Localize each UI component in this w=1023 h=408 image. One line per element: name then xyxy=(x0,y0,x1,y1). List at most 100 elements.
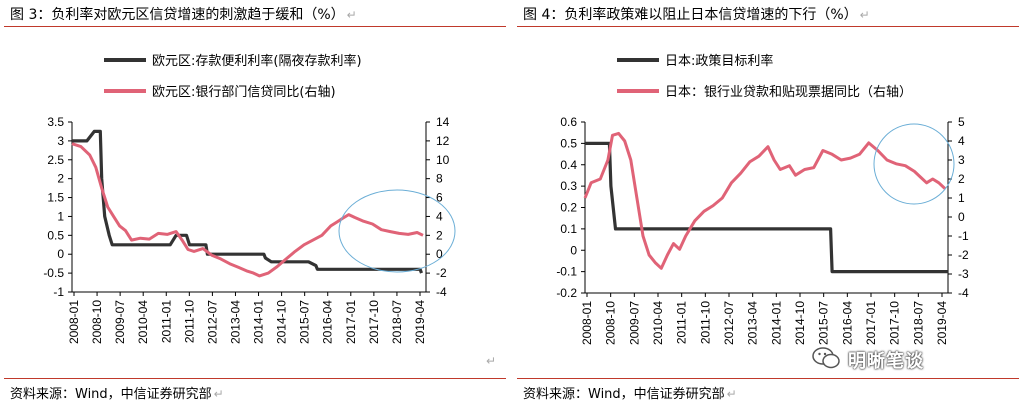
x-tick-label: 2008-01 xyxy=(580,301,594,345)
x-tick-label: 2017-10 xyxy=(367,300,381,344)
right-tick-label: 0 xyxy=(958,210,965,224)
source-rule xyxy=(517,378,1019,379)
right-tick-label: 10 xyxy=(436,153,450,167)
right-tick-label: 3 xyxy=(958,153,965,167)
legend-item-policy-rate: 日本:政策目标利率 xyxy=(617,50,773,69)
chart-panel-japan: 图 4：负利率政策难以阻止日本信贷增速的下行（%） ↵ 日本:政策目标利率 日本：… xyxy=(513,0,1023,408)
legend-label: 欧元区:存款便利利率(隔夜存款利率) xyxy=(152,54,362,69)
left-tick-label: 0.1 xyxy=(560,222,577,236)
right-tick-label: 8 xyxy=(436,172,443,186)
legend-item-deposit-rate: 欧元区:存款便利利率(隔夜存款利率) xyxy=(104,50,362,69)
watermark-text: 明晰笔谈 xyxy=(848,351,924,372)
x-tick-label: 2015-07 xyxy=(817,301,831,345)
x-tick-label: 2011-10 xyxy=(182,300,196,343)
left-tick-label: 0.3 xyxy=(560,179,577,193)
x-tick-label: 2013-04 xyxy=(746,301,760,345)
right-tick-label: -1 xyxy=(958,229,969,243)
chart-title: 图 4：负利率政策难以阻止日本信贷增速的下行（%） ↵ xyxy=(523,7,870,23)
x-tick-label: 2013-04 xyxy=(228,300,242,344)
source-rule xyxy=(4,378,506,379)
series-line-rate xyxy=(585,141,948,274)
x-tick-label: 2009-07 xyxy=(113,300,127,344)
x-tick-label: 2018-07 xyxy=(390,300,404,344)
left-tick-label: 0 xyxy=(57,247,64,261)
left-tick-label: 2.5 xyxy=(47,153,64,167)
legend-swatch xyxy=(617,57,659,62)
right-tick-label: 4 xyxy=(958,134,965,148)
x-tick-label: 2017-01 xyxy=(344,300,358,344)
series-line-credit xyxy=(583,131,946,270)
title-rule xyxy=(4,26,506,27)
x-tick-label: 2014-01 xyxy=(252,300,266,344)
right-tick-label: 6 xyxy=(436,191,443,205)
legend-label: 欧元区:银行部门信贷同比(右轴) xyxy=(152,85,336,100)
x-tick-label: 2016-04 xyxy=(321,300,335,344)
x-tick-label: 2010-04 xyxy=(136,300,150,344)
x-tick-label: 2018-07 xyxy=(911,301,925,345)
chart-panel-eurozone: 图 3：负利率对欧元区信贷增速的刺激趋于缓和（%） ↵ 欧元区:存款便利利率(隔夜… xyxy=(0,0,510,408)
legend-label: 日本:政策目标利率 xyxy=(665,54,774,69)
left-tick-label: 3.5 xyxy=(47,115,64,129)
left-tick-label: 0.2 xyxy=(560,201,577,215)
x-tick-label: 2019-04 xyxy=(413,300,427,344)
x-tick-label: 2009-07 xyxy=(627,301,641,345)
x-tick-label: 2014-10 xyxy=(793,301,807,345)
legend-item-credit-growth: 欧元区:银行部门信贷同比(右轴) xyxy=(104,81,336,100)
right-tick-label: 1 xyxy=(958,191,965,205)
right-tick-label: 2 xyxy=(436,228,443,242)
x-tick-label: 2008-10 xyxy=(604,301,618,345)
right-tick-label: -3 xyxy=(958,267,969,281)
x-tick-label: 2011-01 xyxy=(159,300,173,343)
legend-swatch xyxy=(617,88,659,93)
right-tick-label: -2 xyxy=(436,266,447,280)
x-tick-label: 2016-04 xyxy=(840,301,854,345)
right-tick-label: 14 xyxy=(436,115,450,129)
source-note: 资料来源：Wind，中信证券研究部 ↵ xyxy=(523,387,737,402)
left-tick-label: -0.1 xyxy=(556,265,577,279)
highlight-circle xyxy=(873,123,955,205)
legend-item-loan-growth: 日本：银行业贷款和贴现票据同比（右轴） xyxy=(617,81,912,100)
right-tick-label: 4 xyxy=(436,209,443,223)
left-tick-label: 0.6 xyxy=(560,115,577,129)
right-tick-label: -4 xyxy=(436,285,447,299)
right-tick-label: -4 xyxy=(958,286,969,300)
source-note: 资料来源：Wind，中信证券研究部 ↵ xyxy=(10,387,224,402)
series-line-credit xyxy=(71,142,424,278)
left-tick-label: 0 xyxy=(570,243,577,257)
right-tick-label: 12 xyxy=(436,134,450,148)
left-tick-label: 2 xyxy=(57,172,64,186)
right-tick-label: 5 xyxy=(958,115,965,129)
x-tick-label: 2012-07 xyxy=(722,301,736,345)
chart-title: 图 3：负利率对欧元区信贷增速的刺激趋于缓和（%） ↵ xyxy=(10,7,357,23)
right-tick-label: 0 xyxy=(436,247,443,261)
x-tick-label: 2017-01 xyxy=(864,301,878,345)
x-tick-label: 2008-01 xyxy=(67,300,81,344)
left-tick-label: -0.5 xyxy=(43,266,64,280)
left-tick-label: 0.5 xyxy=(47,228,64,242)
x-tick-label: 2014-10 xyxy=(275,300,289,344)
left-tick-label: -0.2 xyxy=(556,286,577,300)
highlight-circle xyxy=(338,189,456,273)
x-tick-label: 2008-10 xyxy=(90,300,104,344)
chart-plot-japan: 0.6 0.5 0.4 0.3 0.2 0.1 0 -0.1 -0.2 5 4 3 2 1 0 -1 -2 -3 -… xyxy=(556,115,969,345)
legend-swatch xyxy=(104,57,146,62)
return-mark: ↵ xyxy=(486,354,497,368)
left-tick-label: 3 xyxy=(57,134,64,148)
x-tick-label: 2011-01 xyxy=(675,301,689,344)
left-tick-label: 0.4 xyxy=(560,158,577,172)
x-tick-label: 2017-10 xyxy=(888,301,902,345)
left-tick-label: 0.5 xyxy=(560,136,577,150)
legend-swatch xyxy=(104,88,146,93)
x-tick-label: 2012-07 xyxy=(205,300,219,344)
series-line-rate xyxy=(72,129,424,274)
left-tick-label: 1.5 xyxy=(47,191,64,205)
left-tick-label: 1 xyxy=(57,209,64,223)
left-tick-label: -1 xyxy=(53,285,64,299)
legend-label: 日本：银行业贷款和贴现票据同比（右轴） xyxy=(665,85,913,100)
x-tick-label: 2011-10 xyxy=(698,301,712,344)
x-tick-label: 2015-07 xyxy=(298,300,312,344)
title-rule xyxy=(517,26,1019,27)
wechat-logo-icon xyxy=(812,347,840,369)
x-tick-label: 2010-04 xyxy=(651,301,665,345)
chart-plot-eurozone: 3.5 3 2.5 2 1.5 1 0.5 0 -0.5 -1 14 12 10 8 6 4 2 0 -2 -4 200… xyxy=(43,115,456,344)
